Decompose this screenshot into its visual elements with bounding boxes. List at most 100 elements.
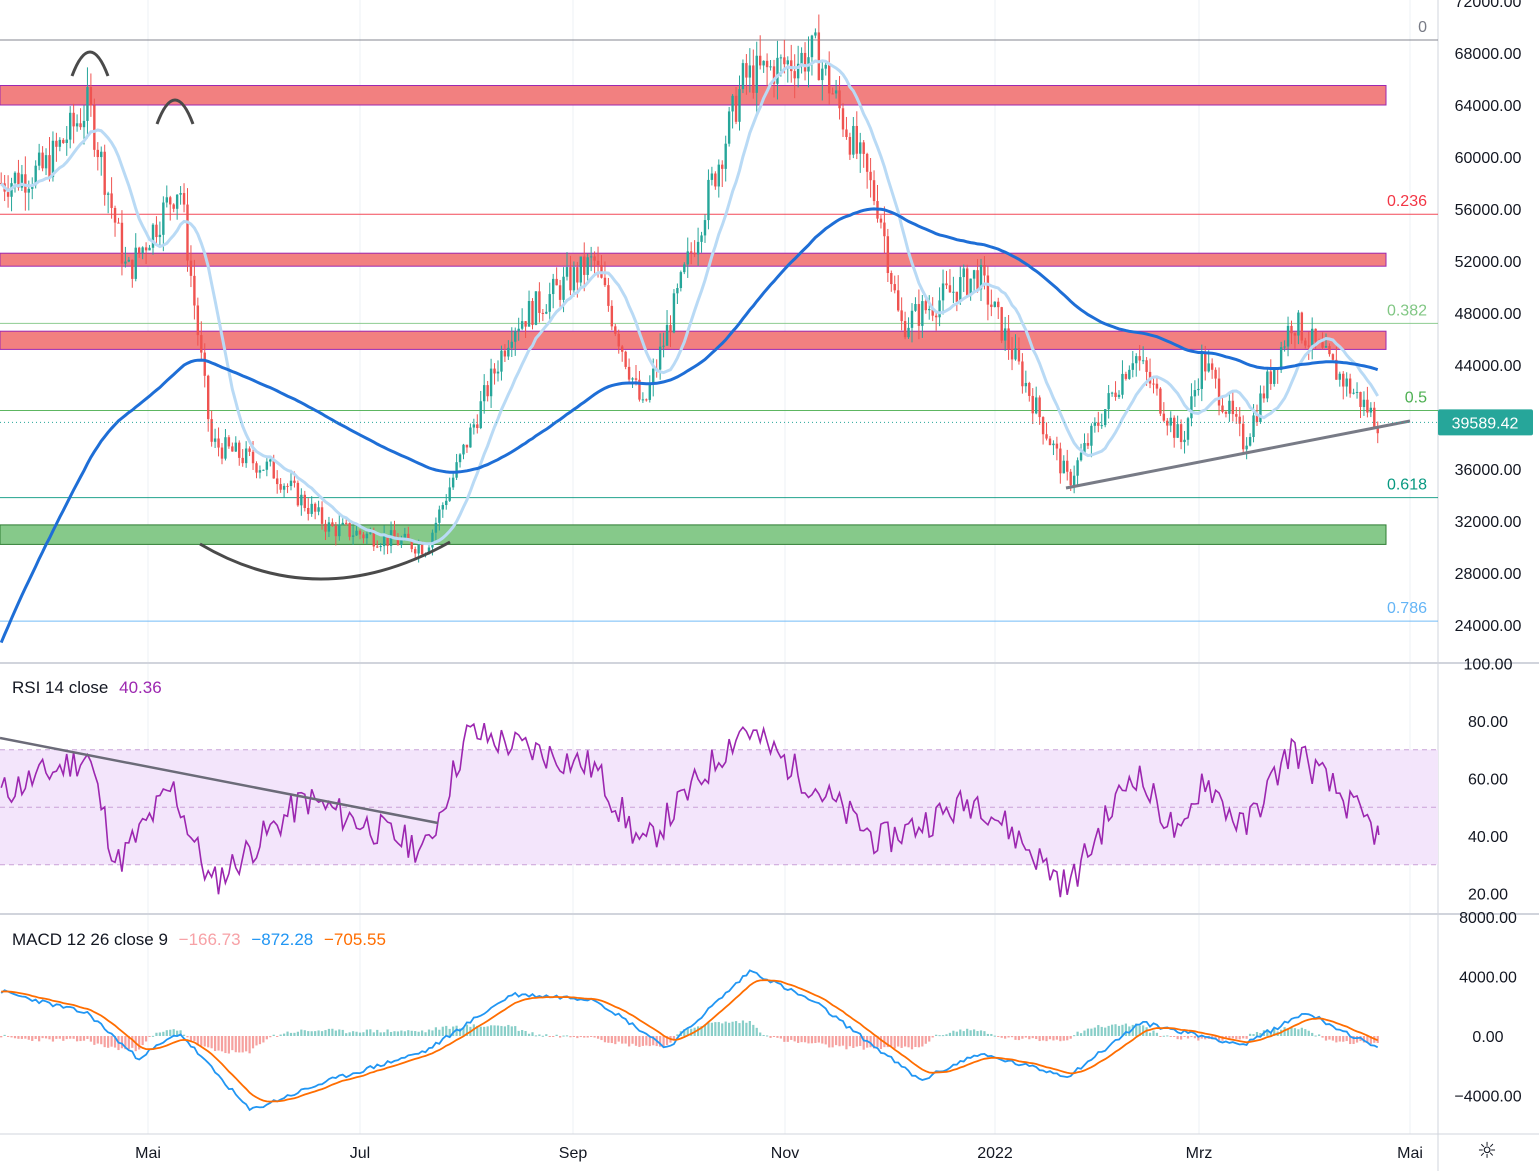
candle-down: [793, 71, 796, 79]
candle-down: [624, 351, 627, 367]
candle-down: [17, 172, 20, 188]
fib-level-label: 0: [1418, 19, 1427, 36]
candle-up: [37, 152, 41, 166]
macd-histogram-bar: [855, 1036, 858, 1047]
macd-histogram-bar: [645, 1036, 648, 1046]
candle-down: [1010, 348, 1014, 360]
candle-up: [1362, 399, 1366, 407]
candle-up: [679, 272, 683, 288]
macd-histogram-bar: [503, 1026, 506, 1036]
candle-up: [1279, 347, 1283, 370]
candle-down: [255, 463, 258, 473]
candle-down: [838, 90, 841, 109]
candle-up: [972, 270, 976, 279]
candle-up: [821, 68, 824, 81]
macd-histogram-bar: [348, 1032, 351, 1036]
macd-histogram-bar: [179, 1030, 182, 1036]
candle-up: [762, 60, 765, 66]
settings-gear-icon[interactable]: ☼: [1477, 1139, 1497, 1164]
macd-histogram-bar: [303, 1030, 306, 1036]
candle-up: [1003, 328, 1007, 341]
macd-histogram-bar: [1300, 1027, 1303, 1036]
candle-down: [893, 284, 896, 291]
macd-histogram-bar: [31, 1036, 34, 1041]
candle-up: [100, 151, 103, 158]
candle-down: [1221, 405, 1224, 412]
macd-histogram-bar: [876, 1036, 879, 1048]
macd-histogram-bar: [1059, 1036, 1062, 1042]
resistance-zone: [0, 85, 1387, 106]
candle-up: [458, 454, 462, 463]
candle-up: [686, 251, 689, 265]
macd-histogram-bar: [845, 1036, 848, 1050]
candle-down: [220, 447, 224, 459]
macd-histogram-bar: [700, 1026, 703, 1036]
candle-down: [869, 171, 872, 181]
macd-axis-tick: 8000.00: [1459, 910, 1517, 927]
candle-up: [979, 265, 983, 290]
candle-down: [689, 251, 693, 253]
macd-histogram-bar: [389, 1031, 393, 1036]
rsi-pane[interactable]: [0, 722, 1438, 898]
candle-up: [1207, 363, 1210, 372]
last-price-badge: [1438, 409, 1533, 436]
macd-histogram-bar: [44, 1036, 48, 1039]
macd-histogram-bar: [852, 1036, 855, 1048]
macd-histogram-bar: [155, 1032, 158, 1036]
candle-down: [1041, 417, 1045, 435]
macd-histogram-bar: [362, 1032, 365, 1036]
candle-up: [814, 32, 817, 36]
candle-up: [1079, 452, 1083, 461]
candle-down: [293, 480, 296, 483]
macd-histogram-bar: [176, 1030, 179, 1036]
candle-down: [617, 333, 620, 347]
candle-up: [1141, 360, 1145, 362]
macd-histogram-bar: [1179, 1036, 1183, 1040]
macd-histogram-bar: [1352, 1036, 1355, 1045]
candle-up: [500, 350, 503, 372]
macd-histogram-bar: [1311, 1032, 1314, 1036]
candle-up: [341, 522, 344, 525]
candle-down: [120, 222, 124, 264]
top-arc-drawing: [70, 50, 110, 77]
macd-histogram-bar: [955, 1031, 958, 1036]
macd-histogram-bar: [755, 1027, 758, 1036]
candle-down: [610, 305, 614, 327]
macd-histogram-bar: [1193, 1036, 1196, 1039]
macd-histogram-bar: [552, 1036, 555, 1037]
macd-histogram-bar: [1021, 1036, 1024, 1039]
macd-histogram-bar: [41, 1036, 44, 1039]
macd-signal-value: −705.55: [323, 930, 386, 949]
macd-histogram-bar: [345, 1033, 348, 1036]
candle-down: [182, 193, 186, 205]
candle-down: [1235, 414, 1238, 417]
candle-up: [741, 63, 745, 90]
candle-down: [596, 260, 600, 266]
rsi-title: RSI 14 close: [12, 678, 109, 697]
macd-histogram-bar: [862, 1036, 865, 1050]
macd-histogram-bar: [969, 1030, 972, 1036]
macd-histogram-bar: [3, 1034, 6, 1036]
candle-up: [962, 268, 965, 278]
candle-up: [738, 89, 741, 122]
macd-histogram-bar: [224, 1036, 227, 1054]
candle-down: [1021, 361, 1024, 387]
macd-histogram-bar: [358, 1032, 362, 1036]
macd-histogram-bar: [1166, 1035, 1169, 1037]
macd-pane[interactable]: [0, 969, 1379, 1112]
candle-up: [300, 494, 303, 506]
price-pane[interactable]: 0 0.236 0.382 0.5 0.618 0.786: [0, 14, 1438, 644]
candle-down: [669, 325, 672, 333]
candle-up: [572, 267, 576, 291]
macd-histogram-bar: [234, 1036, 237, 1053]
macd-histogram-bar: [355, 1031, 358, 1036]
macd-histogram-bar: [1031, 1036, 1034, 1039]
macd-histogram-bar: [1173, 1036, 1176, 1037]
macd-histogram-bar: [75, 1036, 79, 1042]
macd-histogram-bar: [1366, 1036, 1369, 1043]
macd-histogram-bar: [952, 1030, 955, 1036]
candle-up: [1090, 425, 1093, 446]
candle-up: [514, 331, 517, 342]
candle-down: [137, 247, 141, 254]
